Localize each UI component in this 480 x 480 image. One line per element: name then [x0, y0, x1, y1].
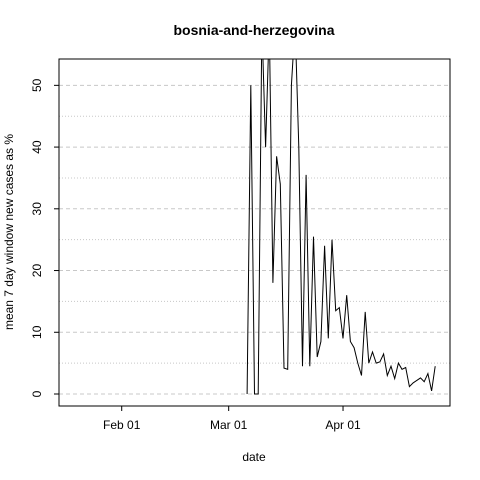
y-tick-label: 30	[30, 202, 44, 216]
y-tick-label: 50	[30, 78, 44, 92]
y-tick-label: 0	[30, 390, 44, 397]
x-tick-label: Mar 01	[210, 418, 248, 432]
y-tick-label: 20	[30, 264, 44, 278]
x-tick-label: Apr 01	[325, 418, 361, 432]
chart-title: bosnia-and-herzegovina	[173, 22, 334, 38]
x-tick-label: Feb 01	[103, 418, 141, 432]
x-axis-label: date	[242, 450, 266, 464]
y-tick-label: 10	[30, 325, 44, 339]
y-tick-label: 40	[30, 140, 44, 154]
y-axis-label: mean 7 day window new cases as %	[2, 134, 16, 330]
